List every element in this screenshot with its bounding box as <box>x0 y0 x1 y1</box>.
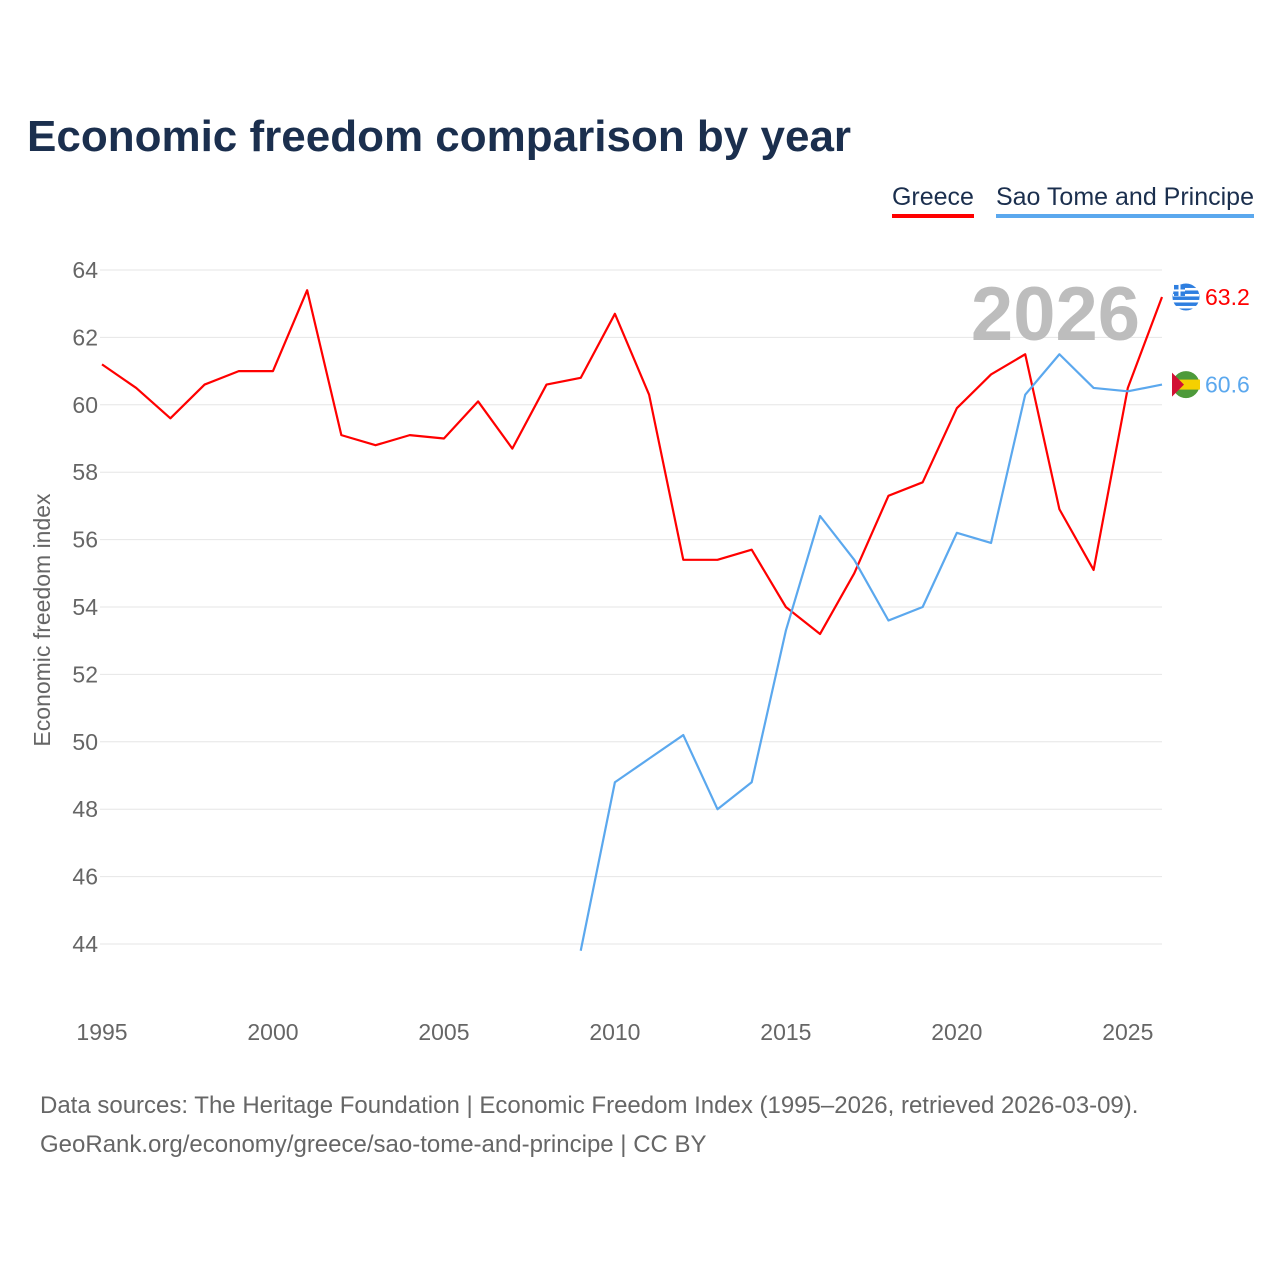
flag-triangle <box>1172 372 1184 397</box>
current-year-label: 2026 <box>971 272 1140 357</box>
x-tick-label: 2015 <box>760 1019 811 1045</box>
flag-stripe <box>1173 293 1199 297</box>
flag-stripe <box>1173 299 1199 303</box>
y-tick-label: 52 <box>72 661 98 687</box>
legend: Greece Sao Tome and Principe <box>891 183 1254 218</box>
flag-cross <box>1174 289 1185 292</box>
x-tick-label: 2025 <box>1102 1019 1153 1045</box>
x-tick-label: 2000 <box>247 1019 298 1045</box>
y-tick-label: 50 <box>72 729 98 755</box>
y-axis-label: Economic freedom index <box>29 493 55 747</box>
flag-stripe <box>1173 287 1199 291</box>
y-tick-label: 48 <box>72 796 98 822</box>
footer: Data sources: The Heritage Foundation | … <box>40 1086 1138 1164</box>
y-tick-label: 54 <box>72 594 98 620</box>
y-tick-label: 56 <box>72 527 98 553</box>
flag-stripe <box>1173 305 1199 309</box>
end-value-label: 63.2 <box>1205 284 1250 310</box>
flag-stripe <box>1172 379 1200 390</box>
y-tick-label: 64 <box>72 257 98 283</box>
series-line-sao-tome <box>579 353 1163 951</box>
y-tick-label: 60 <box>72 392 98 418</box>
y-tick-label: 46 <box>72 864 98 890</box>
x-tick-label: 2020 <box>931 1019 982 1045</box>
legend-item-sao-tome[interactable]: Sao Tome and Principe <box>995 183 1254 218</box>
x-tick-label: 2010 <box>589 1019 640 1045</box>
footer-credit: GeoRank.org/economy/greece/sao-tome-and-… <box>40 1131 707 1158</box>
footer-sources: Data sources: The Heritage Foundation | … <box>40 1092 1139 1119</box>
end-value-label: 60.6 <box>1205 372 1250 398</box>
x-tick-label: 1995 <box>76 1019 127 1045</box>
y-tick-label: 44 <box>72 931 98 957</box>
y-tick-label: 62 <box>72 324 98 350</box>
x-tick-label: 2005 <box>418 1019 469 1045</box>
y-tick-label: 58 <box>72 459 98 485</box>
series-line-greece <box>101 289 1164 636</box>
chart-title: Economic freedom comparison by year <box>27 112 852 161</box>
legend-item-greece[interactable]: Greece <box>891 183 974 218</box>
